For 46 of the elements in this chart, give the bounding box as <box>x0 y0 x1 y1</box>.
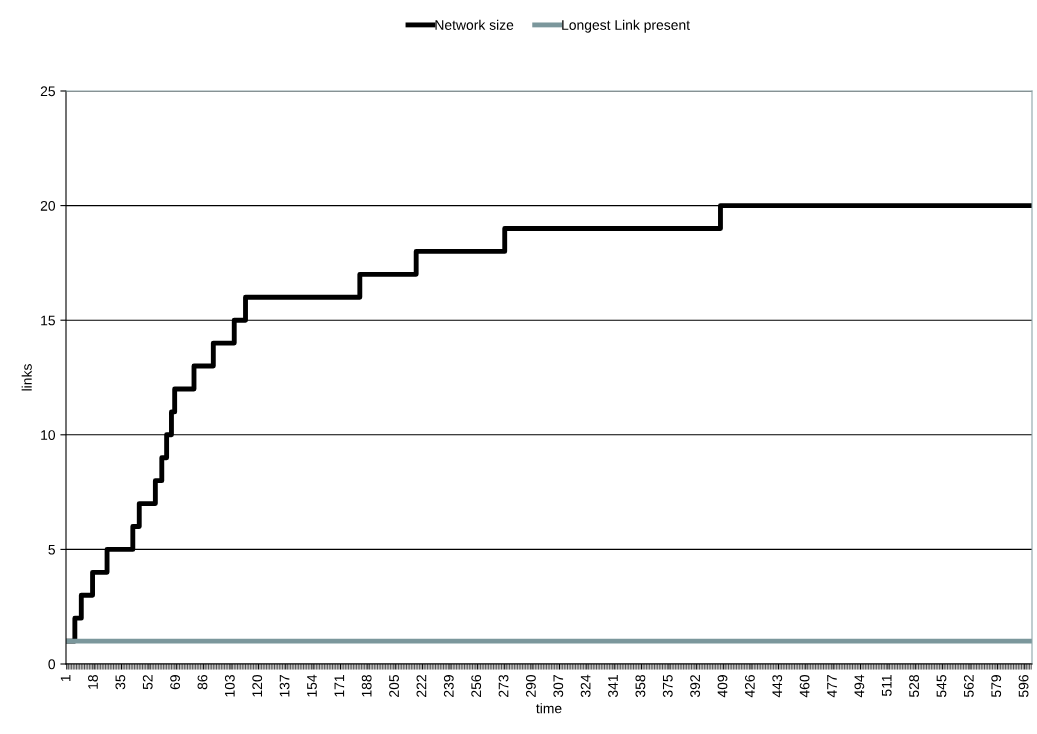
x-tick-label: 324 <box>580 674 591 698</box>
legend-label: Longest Link present <box>562 19 690 33</box>
x-tick-label: 392 <box>690 675 701 698</box>
x-tick-label: 154 <box>307 674 317 697</box>
x-tick-label: 188 <box>361 675 372 697</box>
x-tick-label: 426 <box>744 675 755 698</box>
y-tick-label: 15 <box>41 315 55 326</box>
x-tick-label: 256 <box>471 675 482 697</box>
x-tick-label: 528 <box>909 675 919 698</box>
x-tick-label: 120 <box>252 674 263 697</box>
y-tick-label: 0 <box>48 659 56 670</box>
x-tick-label: 103 <box>224 675 235 697</box>
x-tick-label: 562 <box>963 675 974 698</box>
x-tick-label: 239 <box>443 675 454 697</box>
x-tick-label: 290 <box>525 674 536 697</box>
x-tick-label: 443 <box>772 675 783 698</box>
x-tick-label: 137 <box>279 675 290 697</box>
x-tick-label: 171 <box>334 675 345 697</box>
y-axis-title: links <box>21 364 32 391</box>
x-tick-label: 511 <box>881 675 892 697</box>
x-tick-label: 375 <box>662 675 673 698</box>
x-tick-label: 18 <box>88 675 98 689</box>
x-tick-label: 307 <box>553 675 564 698</box>
x-tick-label: 273 <box>498 675 509 697</box>
x-tick-label: 341 <box>608 675 618 698</box>
x-tick-label: 86 <box>197 675 208 690</box>
x-tick-label: 579 <box>991 675 1002 698</box>
x-tick-label: 205 <box>389 675 399 697</box>
x-tick-label: 545 <box>936 675 947 698</box>
x-tick-label: 494 <box>854 674 865 698</box>
x-tick-label: 409 <box>717 675 728 698</box>
x-tick-label: 52 <box>142 675 153 690</box>
legend-label: Network size <box>435 19 514 30</box>
x-tick-label: 477 <box>827 675 837 698</box>
x-tick-label: 460 <box>799 674 810 698</box>
x-axis-title: time <box>536 703 562 714</box>
y-tick-label: 20 <box>40 200 56 211</box>
x-tick-label: 222 <box>416 675 427 697</box>
x-tick-label: 1 <box>60 675 71 682</box>
x-tick-label: 69 <box>170 675 181 690</box>
x-tick-label: 358 <box>635 675 646 698</box>
x-tick-label: 596 <box>1018 675 1029 698</box>
y-tick-label: 10 <box>41 430 56 440</box>
y-tick-label: 5 <box>48 544 55 555</box>
y-tick-label: 25 <box>40 86 55 97</box>
x-tick-label: 35 <box>115 675 126 690</box>
